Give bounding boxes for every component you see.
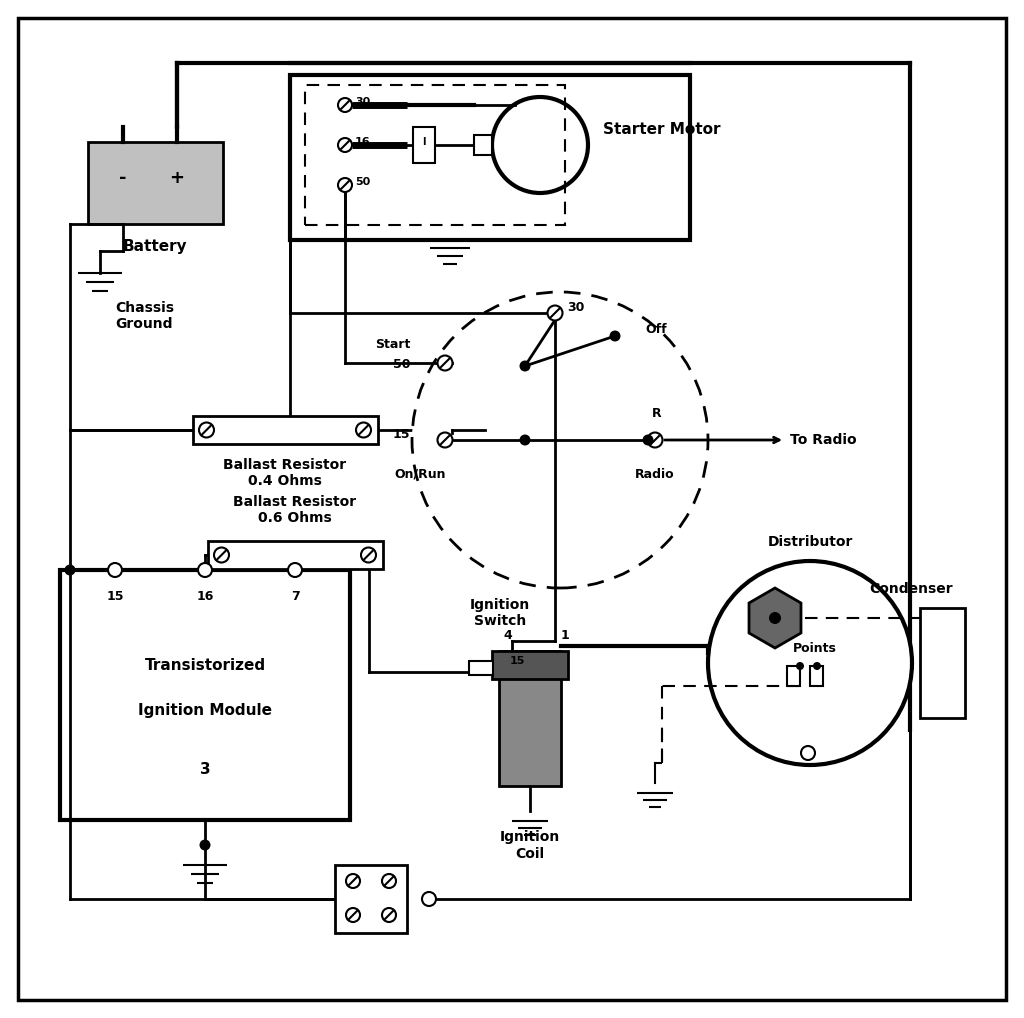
- Circle shape: [346, 874, 360, 888]
- Text: 30: 30: [567, 301, 585, 315]
- Text: 15: 15: [392, 429, 410, 442]
- Bar: [290, 75, 690, 240]
- Bar: [335, 865, 407, 934]
- Text: Points: Points: [793, 641, 837, 655]
- Circle shape: [519, 435, 530, 446]
- Circle shape: [801, 746, 815, 760]
- Text: Battery: Battery: [123, 239, 187, 254]
- Circle shape: [642, 435, 653, 446]
- Circle shape: [519, 360, 530, 372]
- Text: 50: 50: [392, 358, 410, 372]
- Text: 16: 16: [355, 137, 371, 147]
- Circle shape: [708, 561, 912, 765]
- Text: Ignition
Coil: Ignition Coil: [500, 831, 560, 860]
- Bar: [469, 661, 493, 675]
- Text: R: R: [652, 407, 662, 420]
- Bar: [208, 541, 383, 569]
- Text: I: I: [422, 137, 426, 147]
- Circle shape: [412, 292, 708, 588]
- Text: 16: 16: [197, 590, 214, 603]
- Circle shape: [437, 355, 453, 371]
- Text: To Radio: To Radio: [790, 433, 857, 447]
- Circle shape: [437, 433, 453, 448]
- Text: 3: 3: [200, 762, 210, 778]
- Circle shape: [338, 98, 352, 112]
- Text: Off: Off: [645, 324, 667, 337]
- Text: Transistorized: Transistorized: [144, 658, 265, 673]
- Circle shape: [214, 548, 229, 563]
- Circle shape: [361, 548, 376, 563]
- Bar: [474, 135, 492, 155]
- Text: +: +: [170, 169, 184, 187]
- Bar: [492, 651, 568, 679]
- Bar: [305, 84, 565, 225]
- Circle shape: [338, 178, 352, 192]
- Text: 50: 50: [355, 177, 371, 187]
- Bar: [787, 666, 800, 686]
- Text: On/Run: On/Run: [394, 468, 445, 480]
- Bar: [413, 127, 435, 163]
- Circle shape: [796, 662, 804, 670]
- Circle shape: [382, 874, 396, 888]
- Text: 15: 15: [510, 656, 525, 666]
- Text: Ignition
Switch: Ignition Switch: [470, 598, 530, 628]
- Circle shape: [356, 422, 371, 438]
- Text: 15: 15: [106, 590, 124, 603]
- Circle shape: [382, 908, 396, 922]
- Bar: [193, 416, 378, 444]
- Bar: [60, 570, 350, 821]
- Bar: [810, 666, 823, 686]
- Circle shape: [346, 908, 360, 922]
- Text: Start: Start: [375, 339, 410, 351]
- Circle shape: [200, 840, 211, 850]
- Circle shape: [338, 138, 352, 152]
- Circle shape: [813, 662, 821, 670]
- Text: Distributor: Distributor: [767, 535, 853, 549]
- Circle shape: [65, 565, 76, 575]
- Text: 4: 4: [504, 629, 512, 642]
- Text: 30: 30: [355, 97, 371, 107]
- Text: Condenser: Condenser: [869, 582, 952, 596]
- Circle shape: [609, 331, 621, 341]
- Bar: [920, 608, 965, 718]
- Text: Ignition Module: Ignition Module: [138, 702, 272, 718]
- Circle shape: [422, 892, 436, 906]
- Circle shape: [769, 612, 781, 624]
- Circle shape: [288, 563, 302, 577]
- Text: Ballast Resistor
0.4 Ohms: Ballast Resistor 0.4 Ohms: [223, 458, 346, 489]
- Circle shape: [199, 422, 214, 438]
- Bar: [87, 142, 222, 224]
- Text: Radio: Radio: [635, 468, 675, 480]
- Bar: [499, 651, 561, 786]
- Circle shape: [647, 433, 663, 448]
- Text: -: -: [119, 169, 127, 187]
- Text: Starter Motor: Starter Motor: [603, 122, 721, 137]
- Circle shape: [548, 305, 562, 321]
- Text: 7: 7: [291, 590, 299, 603]
- Circle shape: [108, 563, 122, 577]
- Text: 1: 1: [560, 629, 569, 642]
- Circle shape: [198, 563, 212, 577]
- Text: Chassis
Ground: Chassis Ground: [115, 301, 174, 331]
- Text: Ballast Resistor
0.6 Ohms: Ballast Resistor 0.6 Ohms: [233, 495, 356, 525]
